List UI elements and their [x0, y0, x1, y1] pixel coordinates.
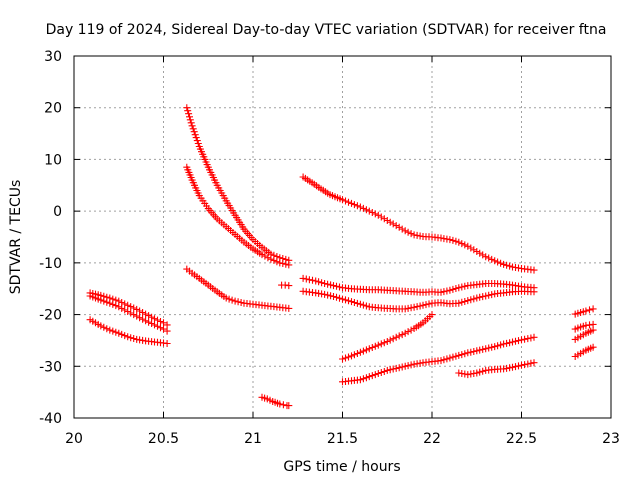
y-tick-label: 30 — [44, 49, 62, 65]
plus-marker-series — [258, 393, 293, 410]
series-arc-13 — [339, 333, 538, 386]
plus-marker-series — [183, 104, 293, 264]
series-arc-8 — [258, 393, 293, 410]
plus-marker-series — [299, 173, 538, 274]
series-arc-16 — [571, 320, 597, 333]
series-arc-17 — [571, 326, 597, 343]
series-arc-1 — [86, 289, 171, 329]
y-axis-label: SDTVAR / TECUs — [8, 180, 24, 295]
series-arc-5 — [183, 163, 293, 269]
plus-marker-series — [571, 326, 597, 343]
y-tick-label: -10 — [39, 256, 62, 272]
plus-marker-series — [339, 333, 538, 386]
x-tick-label: 22.5 — [506, 431, 537, 447]
plus-marker-series — [183, 163, 293, 269]
plus-marker-series — [571, 343, 597, 360]
data-marks — [86, 104, 597, 410]
series-arc-12 — [339, 311, 436, 363]
axis-ticks — [73, 55, 612, 419]
series-arc-6 — [183, 265, 293, 312]
plus-marker-series — [299, 274, 538, 296]
series-arc-15 — [571, 305, 597, 318]
plus-marker-series — [571, 305, 597, 318]
plus-marker-series — [183, 265, 293, 312]
plus-marker-series — [86, 316, 171, 347]
plus-marker-series — [86, 292, 171, 335]
series-arc-7 — [278, 281, 293, 290]
x-axis-label: GPS time / hours — [283, 459, 400, 475]
plus-marker-series — [339, 311, 436, 363]
grid — [74, 56, 611, 418]
tick-labels: 20 20.5 21 21.5 22 22.5 23 -40 -30 -20 -10 0 10 20 30 — [39, 49, 620, 447]
series-arc-3 — [86, 316, 171, 347]
x-tick-label: 20 — [65, 431, 83, 447]
series-arc-9 — [299, 173, 538, 274]
series-arc-10 — [299, 274, 538, 296]
y-tick-label: -30 — [39, 359, 62, 375]
series-arc-2 — [86, 292, 171, 335]
series-arc-4 — [183, 104, 293, 264]
y-tick-label: -40 — [39, 411, 62, 427]
x-tick-label: 22 — [423, 431, 441, 447]
y-tick-label: -20 — [39, 308, 62, 324]
plus-marker-series — [299, 287, 538, 313]
plus-marker-series — [278, 281, 293, 290]
series-arc-14 — [455, 359, 538, 379]
y-tick-label: 10 — [44, 152, 62, 168]
plus-marker-series — [571, 320, 597, 333]
plus-marker-series — [86, 289, 171, 329]
series-arc-11 — [299, 287, 538, 313]
x-tick-label: 21.5 — [327, 431, 358, 447]
plus-marker-series — [455, 359, 538, 379]
x-tick-label: 21 — [244, 431, 262, 447]
y-tick-label: 0 — [53, 204, 62, 220]
chart-title: Day 119 of 2024, Sidereal Day-to-day VTE… — [46, 22, 607, 38]
x-tick-label: 20.5 — [148, 431, 179, 447]
y-tick-label: 20 — [44, 101, 62, 117]
x-tick-label: 23 — [602, 431, 620, 447]
series-arc-18 — [571, 343, 597, 360]
